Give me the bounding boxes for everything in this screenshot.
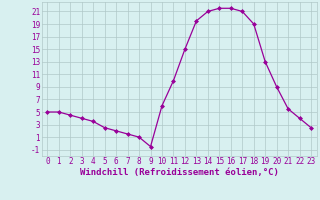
- X-axis label: Windchill (Refroidissement éolien,°C): Windchill (Refroidissement éolien,°C): [80, 168, 279, 177]
